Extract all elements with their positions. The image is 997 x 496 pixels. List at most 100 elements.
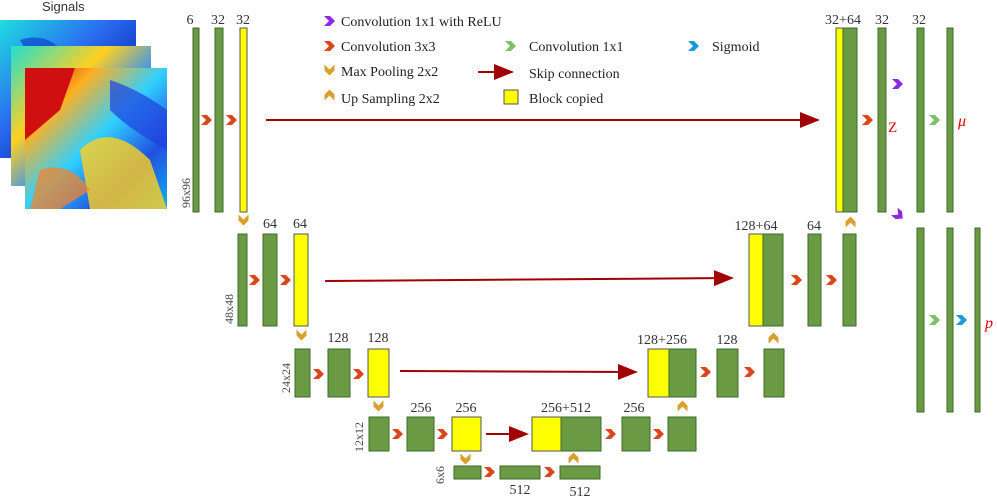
maxpool-legend-icon: [324, 64, 335, 76]
upsample-icon: [568, 452, 579, 464]
l5-block-3: [559, 465, 601, 480]
conv3x3-icon: [226, 115, 237, 125]
legend-sigmoid: Sigmoid: [712, 40, 759, 55]
l3-block-3: [367, 348, 390, 398]
legend-conv1x1-relu: Convolution 1x1 with ReLU: [341, 15, 502, 30]
conv1x1-legend-icon: [505, 41, 516, 51]
conv3x3-icon: [653, 429, 664, 439]
l1-block-3: [239, 27, 248, 213]
upsample-legend-icon: [324, 89, 335, 101]
l1-c1-label: 6: [187, 13, 194, 28]
conv3x3-icon: [353, 369, 364, 379]
l3-block-1: [294, 348, 311, 398]
conv3x3-icon: [313, 369, 324, 379]
conv3x3-legend-icon: [324, 41, 335, 51]
d1-out-label: 32: [875, 13, 889, 28]
legend: Convolution 1x1 with ReLU Convolution 3x…: [324, 15, 759, 107]
l1-block-1: [192, 27, 200, 213]
l2-resolution: 48x48: [222, 294, 236, 324]
p-label: p: [984, 315, 993, 332]
l4-block-3: [451, 416, 482, 452]
d3-block-2: [716, 348, 739, 398]
l1-block-2: [214, 27, 224, 213]
l4-c1-label: 256: [411, 401, 432, 416]
l1-c2-label: 32: [211, 13, 225, 28]
l5-block-1: [453, 465, 482, 480]
legend-conv1x1: Convolution 1x1: [529, 40, 624, 55]
conv3x3-icon: [826, 275, 837, 285]
legend-upsample: Up Sampling 2x2: [341, 92, 440, 107]
signals-images: [0, 20, 167, 209]
d2-block-3: [842, 233, 857, 327]
l2-block-3: [293, 233, 309, 327]
l4-c2-label: 256: [456, 401, 477, 416]
d4-block-2: [621, 416, 651, 452]
sigmoid-legend-icon: [688, 41, 699, 51]
l2-c1-label: 64: [263, 217, 277, 232]
mu-block-2: [946, 27, 954, 213]
conv1x1-relu-icon: [891, 207, 906, 223]
l2-c2-label: 64: [293, 217, 307, 232]
conv1x1-icon: [929, 315, 940, 325]
mu-label: μ: [957, 113, 966, 130]
conv3x3-icon: [249, 275, 260, 285]
p-block-1: [916, 227, 925, 413]
skip-connection-2: [324, 270, 734, 287]
d2-out-label: 64: [807, 219, 821, 234]
conv1x1-relu-legend-icon: [324, 16, 335, 26]
legend-copied: Block copied: [529, 92, 603, 107]
d3-copied-block: [647, 348, 670, 398]
l5-block-2: [499, 465, 541, 480]
l2-block-1: [237, 233, 248, 327]
d1-block-2: [877, 27, 887, 213]
l5-resolution: 6x6: [433, 466, 447, 484]
maxpool-icon: [238, 214, 249, 226]
d4-copied-block: [531, 416, 562, 452]
conv3x3-icon: [744, 367, 755, 377]
l3-c2-label: 128: [368, 331, 389, 346]
d3-block-3: [763, 348, 785, 398]
d4-block-3: [667, 416, 697, 452]
p-block-2: [946, 227, 954, 413]
l3-c1-label: 128: [328, 331, 349, 346]
maxpool-icon: [296, 329, 307, 341]
legend-maxpool: Max Pooling 2x2: [341, 65, 438, 80]
z-label: Z: [888, 120, 897, 136]
l2-block-2: [262, 233, 278, 327]
copied-legend-icon: [503, 89, 519, 105]
d4-concat-block: [560, 416, 602, 452]
l5-c1-label: 512: [510, 483, 531, 496]
d2-block-2: [807, 233, 822, 327]
conv3x3-icon: [437, 429, 448, 439]
upsample-icon: [677, 400, 688, 412]
sigmoid-icon: [956, 315, 967, 325]
conv3x3-icon: [484, 467, 495, 477]
l1-c3-label: 32: [236, 13, 250, 28]
l5-c2-label: 512: [570, 485, 591, 496]
d4-concat-label: 256+512: [541, 401, 591, 416]
d3-concat-label: 128+256: [637, 333, 687, 348]
l3-block-2: [327, 348, 351, 398]
l4-block-2: [406, 416, 435, 452]
l3-resolution: 24x24: [279, 363, 293, 393]
conv3x3-icon: [700, 367, 711, 377]
d2-copied-block: [748, 233, 764, 327]
conv3x3-icon: [862, 115, 873, 125]
conv3x3-icon: [544, 467, 555, 477]
d3-concat-block: [668, 348, 697, 398]
d3-out-label: 128: [717, 333, 738, 348]
conv3x3-icon: [201, 115, 212, 125]
skip-connection-3: [399, 363, 638, 380]
d2-concat-block: [762, 233, 784, 327]
l1-resolution: 96x96: [179, 178, 193, 208]
d1-copied-block: [835, 27, 844, 213]
d4-out-label: 256: [624, 401, 645, 416]
signals-title: Signals: [42, 0, 85, 14]
l4-block-1: [368, 416, 390, 452]
conv3x3-icon: [791, 275, 802, 285]
conv3x3-icon: [280, 275, 291, 285]
conv3x3-icon: [392, 429, 403, 439]
maxpool-icon: [373, 400, 384, 412]
